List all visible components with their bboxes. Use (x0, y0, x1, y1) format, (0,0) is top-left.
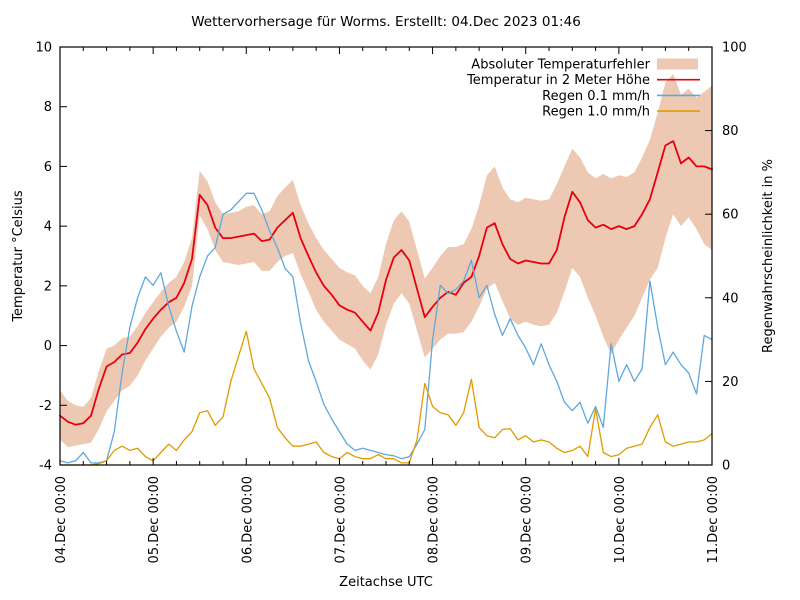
x-axis-label: Zeitachse UTC (339, 575, 433, 590)
right-axis-label: Regenwahrscheinlichkeit in % (761, 159, 776, 353)
legend-label: Absoluter Temperaturfehler (471, 58, 650, 73)
left-tick-label: 2 (44, 279, 52, 294)
x-tick-label: 08.Dec 00:00 (427, 476, 442, 563)
left-tick-label: 0 (44, 339, 52, 354)
x-tick-label: 04.Dec 00:00 (54, 476, 69, 563)
plot-layers (59, 73, 713, 466)
x-tick-label: 09.Dec 00:00 (520, 476, 535, 563)
right-tick-label: 100 (722, 41, 747, 56)
left-tick-label: 4 (44, 220, 52, 235)
left-tick-label: 8 (44, 100, 52, 115)
left-tick-label: -4 (39, 459, 52, 474)
left-tick-label: -2 (39, 399, 52, 414)
right-tick-label: 40 (722, 291, 739, 306)
temperature-error-band (60, 73, 712, 448)
axis-ticks (59, 46, 713, 466)
chart-title: Wettervorhersage für Worms. Erstellt: 04… (191, 14, 581, 30)
legend-label: Temperatur in 2 Meter Höhe (466, 73, 650, 88)
left-tick-label: 10 (35, 41, 52, 56)
regen-1-0-mm-h-line (59, 330, 713, 466)
right-tick-label: 80 (722, 124, 739, 139)
right-tick-label: 0 (722, 459, 730, 474)
left-axis-label: Temperatur °Celsius (11, 190, 26, 323)
legend-label: Regen 0.1 mm/h (542, 89, 650, 104)
x-tick-label: 10.Dec 00:00 (613, 476, 628, 563)
left-tick-label: 6 (44, 160, 52, 175)
x-tick-label: 06.Dec 00:00 (240, 476, 255, 563)
right-tick-label: 20 (722, 375, 739, 390)
right-tick-label: 60 (722, 208, 739, 223)
regen-0-1-mm-h-line (59, 192, 713, 464)
x-tick-label: 11.Dec 00:00 (706, 476, 721, 563)
legend-band-swatch (657, 58, 698, 70)
temperatur-in-2-meter-h-he-line (59, 140, 713, 426)
x-tick-label: 05.Dec 00:00 (147, 476, 162, 563)
x-tick-label: 07.Dec 00:00 (333, 476, 348, 563)
legend-label: Regen 1.0 mm/h (542, 105, 650, 120)
